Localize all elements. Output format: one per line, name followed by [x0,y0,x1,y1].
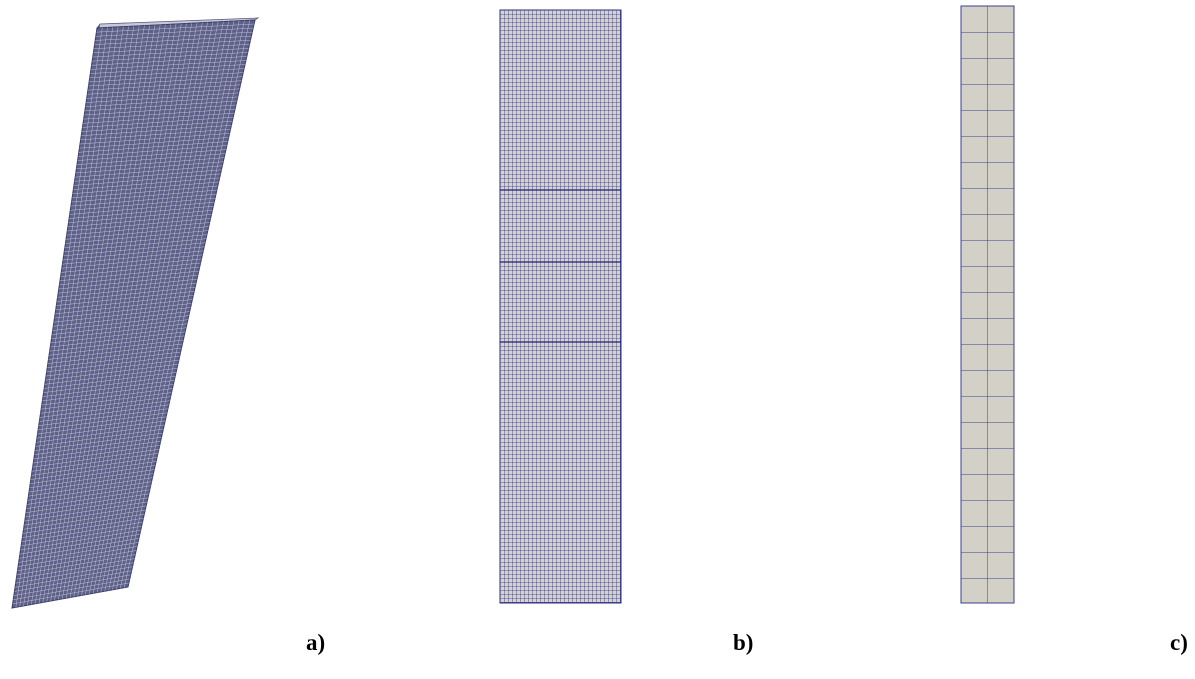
mesh-3d [12,18,258,608]
panel-label: a) [306,630,325,655]
panel-label: c) [1170,630,1188,655]
mesh-fine [500,10,621,603]
figure: a) b) c) [0,0,1195,679]
panel-label: b) [733,630,753,655]
mesh-coarse [961,6,1014,603]
